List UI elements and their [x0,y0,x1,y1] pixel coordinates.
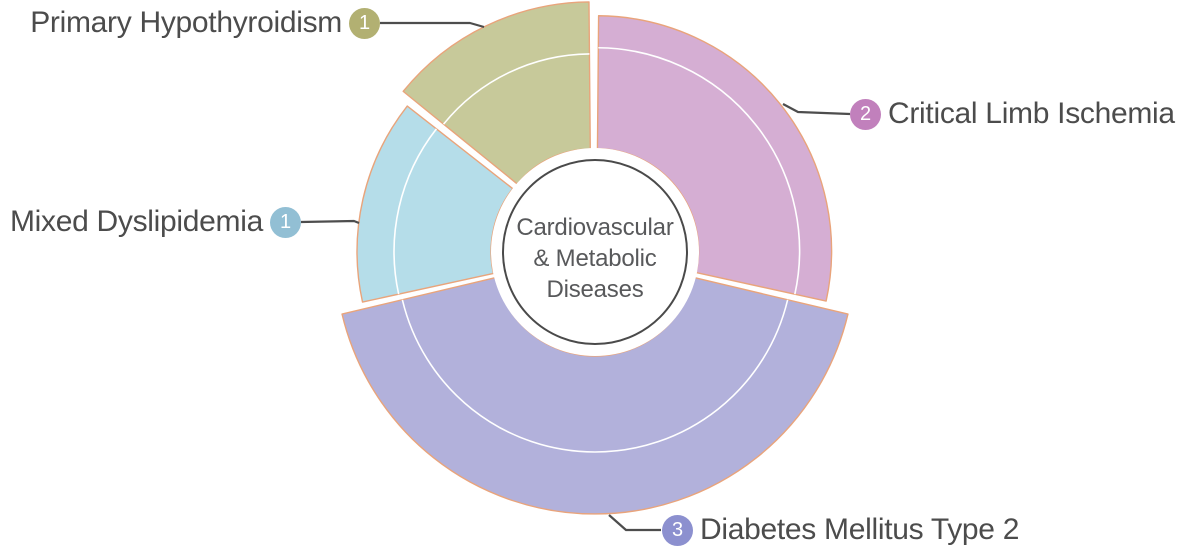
segment-ring-mixed-dyslipidemia [393,128,438,295]
callout-connector-mixed-dyslipidemia [300,219,360,225]
center-title-line-2: & Metabolic [533,245,657,272]
segment-ring-diabetes-mellitus-type-2 [401,299,789,453]
count-badge-primary-hypothyroidism: 1 [349,7,380,39]
center-circle [502,159,688,345]
segment-ring-primary-hypothyroidism [442,53,590,125]
segment-label-mixed-dyslipidemia: Mixed Dyslipidemia [9,205,263,238]
callout-critical-limb-ischemia: 2 Critical Limb Ischemia [850,97,1175,130]
callout-primary-hypothyroidism: 1 Primary Hypothyroidism [30,6,380,39]
count-badge-critical-limb-ischemia: 2 [850,98,881,130]
segment-label-diabetes-mellitus-type-2: Diabetes Mellitus Type 2 [700,513,1020,546]
callout-mixed-dyslipidemia: 1 Mixed Dyslipidemia [9,205,301,238]
callout-connector-primary-hypothyroidism [380,21,485,29]
callout-diabetes-mellitus-type-2: 3 Diabetes Mellitus Type 2 [662,513,1020,546]
callout-connector-critical-limb-ischemia [782,103,851,116]
center-title-line-1: Cardiovascular [516,214,674,241]
callout-connector-diabetes-mellitus-type-2 [608,514,661,532]
segment-label-critical-limb-ischemia: Critical Limb Ischemia [888,97,1175,130]
segment-ring-critical-limb-ischemia [598,46,801,295]
count-badge-diabetes-mellitus-type-2: 3 [662,514,693,546]
center-title-line-3: Diseases [546,276,644,303]
segment-label-primary-hypothyroidism: Primary Hypothyroidism [30,6,342,39]
chart-center-title: Cardiovascular & Metabolic Diseases [455,212,735,305]
count-badge-mixed-dyslipidemia: 1 [270,206,301,238]
